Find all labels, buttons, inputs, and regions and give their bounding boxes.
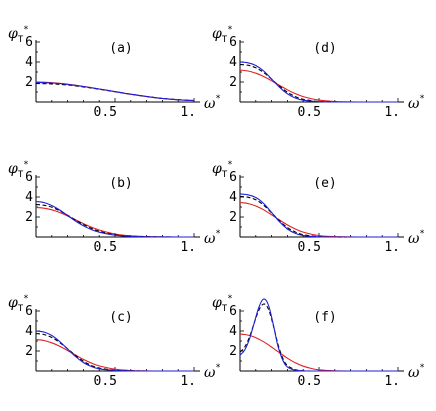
x-axis-label: ω* xyxy=(204,363,221,381)
x-tick-label: 0.5 xyxy=(94,105,117,120)
y-tick-label: 6 xyxy=(25,170,33,185)
y-tick-label: 6 xyxy=(229,170,237,185)
y-tick-label: 6 xyxy=(229,35,237,50)
x-tick-label: 1. xyxy=(180,105,196,120)
panel-f: 2 4 6 0.5 1. φT* ω* (f) xyxy=(212,294,425,389)
y-tick-label: 2 xyxy=(25,344,33,359)
panel-label: (e) xyxy=(313,176,336,191)
x-tick-label: 0.5 xyxy=(94,240,117,255)
x-axis-label: ω* xyxy=(204,229,221,247)
series-solid-red-line xyxy=(239,69,398,103)
y-tick-label: 4 xyxy=(229,55,237,70)
panel-label: (c) xyxy=(109,310,132,325)
y-axis-label: φT* xyxy=(8,25,29,45)
y-axis-label: φT* xyxy=(8,294,29,314)
series-solid-red-line xyxy=(35,206,194,238)
series-solid-red-line xyxy=(239,201,398,238)
series-solid-red-line xyxy=(239,333,398,372)
panel-e: 2 4 6 0.5 1. φT* ω* (e) xyxy=(212,160,425,255)
y-tick-label: 2 xyxy=(229,210,237,225)
series-solid-red-line xyxy=(35,338,194,372)
x-axis-label: ω* xyxy=(204,94,221,112)
series-solid-blue-line xyxy=(239,298,398,372)
y-axis-label: φT* xyxy=(212,160,233,180)
y-axis-label: φT* xyxy=(212,294,233,314)
x-axis-label: ω* xyxy=(408,363,425,381)
x-tick-label: 1. xyxy=(384,105,400,120)
y-tick-label: 4 xyxy=(229,324,237,339)
series-solid-blue-line xyxy=(35,330,194,372)
series-dashed-black-line xyxy=(35,203,194,238)
series-solid-blue-line xyxy=(239,61,398,103)
series-dashed-black-line xyxy=(239,195,398,238)
panel-label: (d) xyxy=(313,41,336,56)
panel-a: 2 4 6 0.5 1. φT* ω* (a) xyxy=(8,25,221,120)
y-axis-label: φT* xyxy=(8,160,29,180)
y-tick-label: 4 xyxy=(229,190,237,205)
y-tick-label: 2 xyxy=(229,344,237,359)
x-tick-label: 1. xyxy=(384,374,400,389)
x-tick-label: 1. xyxy=(384,240,400,255)
x-tick-label: 0.5 xyxy=(298,374,321,389)
panel-label: (b) xyxy=(109,176,132,191)
y-tick-label: 6 xyxy=(25,35,33,50)
y-tick-label: 4 xyxy=(25,190,33,205)
panel-d: 2 4 6 0.5 1. φT* ω* (d) xyxy=(212,25,425,120)
x-tick-label: 1. xyxy=(180,240,196,255)
panel-c: 2 4 6 0.5 1. φT* ω* (c) xyxy=(8,294,221,389)
x-axis-label: ω* xyxy=(408,94,425,112)
series-dashed-black-line xyxy=(35,332,194,372)
y-tick-label: 4 xyxy=(25,55,33,70)
series-solid-blue-line xyxy=(35,200,194,238)
y-tick-label: 2 xyxy=(25,210,33,225)
x-tick-label: 0.5 xyxy=(94,374,117,389)
x-tick-label: 0.5 xyxy=(298,105,321,120)
x-axis-label: ω* xyxy=(408,229,425,247)
y-tick-label: 6 xyxy=(229,304,237,319)
y-tick-label: 4 xyxy=(25,324,33,339)
series-dashed-black-line xyxy=(239,63,398,103)
y-tick-label: 2 xyxy=(229,75,237,90)
x-tick-label: 1. xyxy=(180,374,196,389)
panel-label: (a) xyxy=(109,41,132,56)
y-tick-label: 2 xyxy=(25,75,33,90)
panel-label: (f) xyxy=(313,310,336,325)
x-tick-label: 0.5 xyxy=(298,240,321,255)
series-solid-blue-line xyxy=(35,81,195,102)
y-axis-label: φT* xyxy=(212,25,233,45)
y-tick-label: 6 xyxy=(25,304,33,319)
series-solid-blue-line xyxy=(239,193,398,238)
panel-b: 2 4 6 0.5 1. φT* ω* (b) xyxy=(8,160,221,255)
